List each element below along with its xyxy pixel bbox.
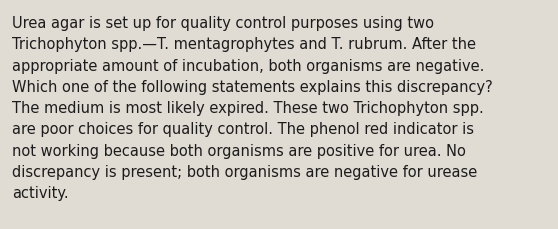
- Text: Urea agar is set up for quality control purposes using two
Trichophyton spp.—T. : Urea agar is set up for quality control …: [12, 16, 493, 200]
